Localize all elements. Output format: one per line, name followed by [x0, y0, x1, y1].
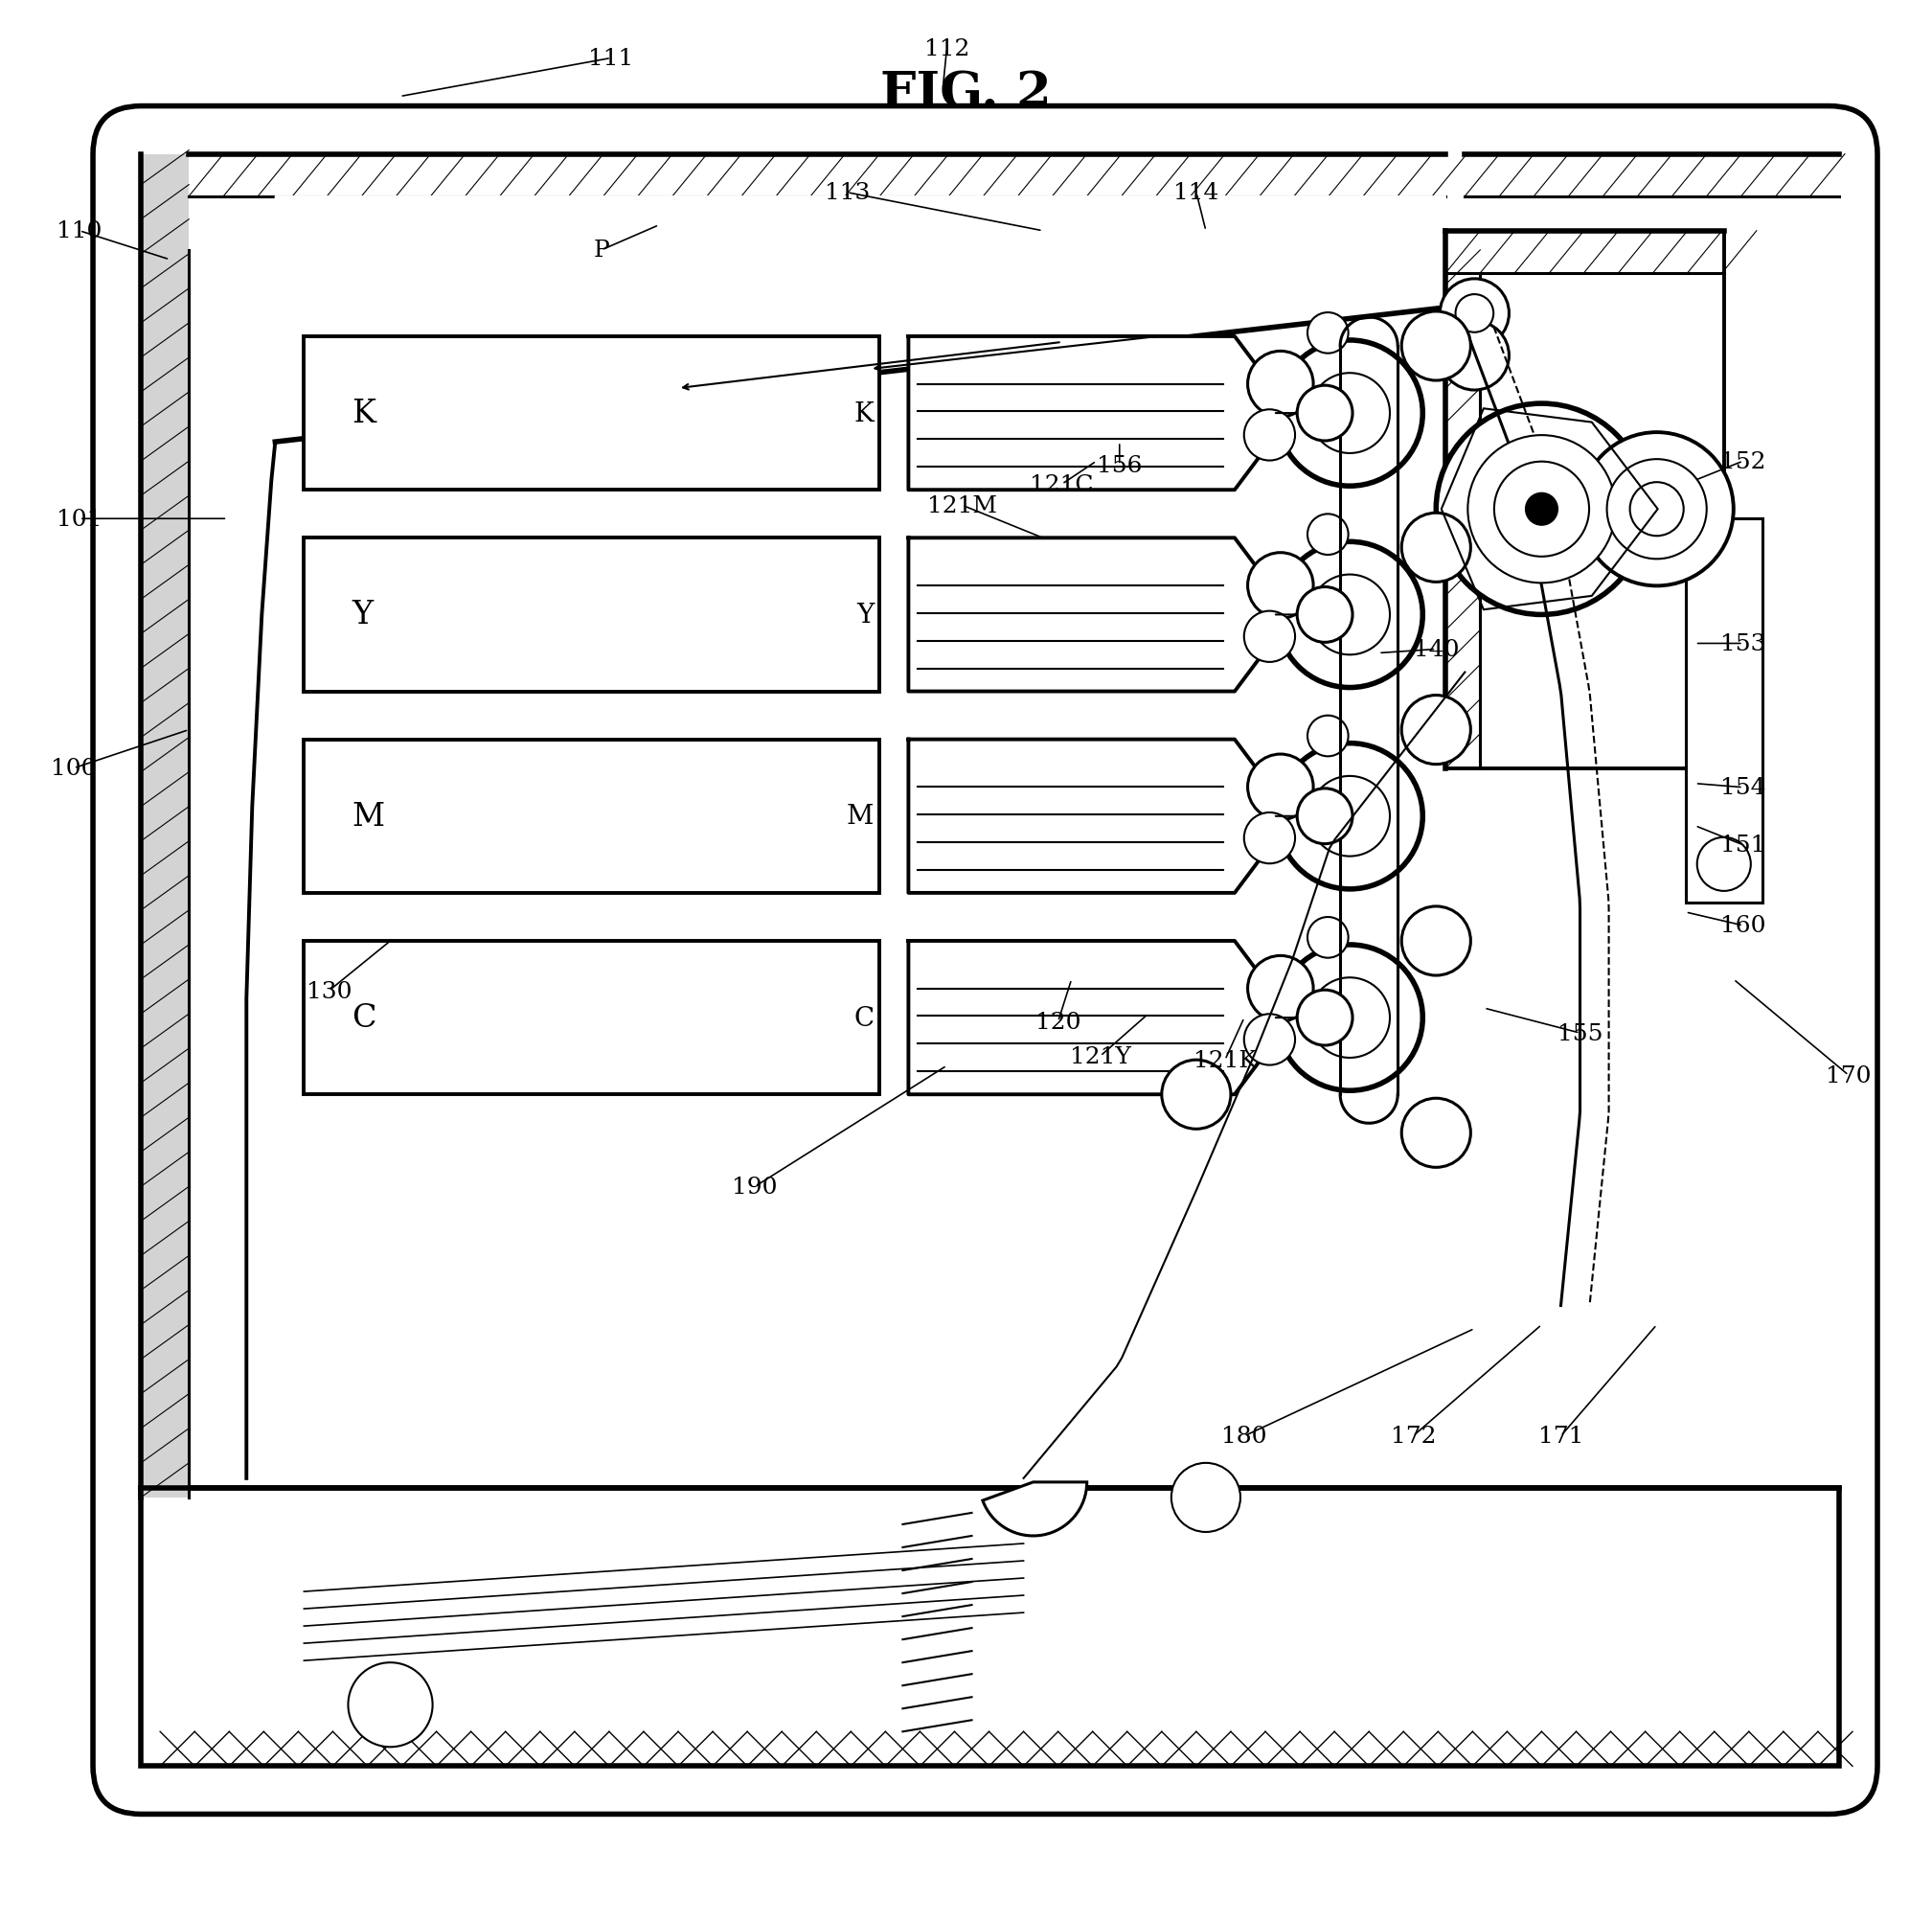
Text: 160: 160	[1719, 914, 1766, 937]
Text: 180: 180	[1221, 1425, 1267, 1447]
Circle shape	[1248, 352, 1314, 417]
Text: K: K	[854, 401, 873, 426]
Circle shape	[1277, 743, 1422, 889]
Circle shape	[1248, 755, 1314, 820]
Circle shape	[1526, 494, 1557, 526]
Polygon shape	[908, 941, 1293, 1095]
Circle shape	[1310, 776, 1389, 857]
Circle shape	[1244, 409, 1294, 461]
Circle shape	[1310, 375, 1389, 453]
Polygon shape	[908, 740, 1293, 893]
Circle shape	[1401, 513, 1470, 582]
Circle shape	[1244, 813, 1294, 864]
Circle shape	[1401, 311, 1470, 380]
Text: 101: 101	[56, 509, 102, 530]
Bar	[141, 156, 189, 1498]
Circle shape	[1308, 313, 1349, 353]
Circle shape	[1468, 436, 1615, 584]
Text: 170: 170	[1826, 1064, 1872, 1087]
Text: 110: 110	[56, 221, 102, 242]
Circle shape	[1696, 838, 1750, 891]
Wedge shape	[983, 1483, 1088, 1537]
Text: 112: 112	[923, 38, 970, 60]
Text: M: M	[352, 801, 384, 832]
Circle shape	[1296, 790, 1352, 845]
Circle shape	[1607, 459, 1706, 559]
Circle shape	[1455, 296, 1493, 332]
Bar	[303, 336, 879, 490]
Circle shape	[1439, 279, 1509, 348]
Circle shape	[1244, 611, 1294, 663]
Text: M: M	[846, 803, 873, 830]
Circle shape	[1171, 1464, 1240, 1533]
Circle shape	[1296, 991, 1352, 1045]
Text: 171: 171	[1538, 1425, 1584, 1447]
Bar	[141, 1489, 1839, 1765]
Text: 156: 156	[1097, 455, 1142, 476]
Text: P: P	[593, 240, 609, 261]
Text: Y: Y	[856, 603, 873, 628]
Circle shape	[1631, 482, 1683, 536]
Circle shape	[1277, 542, 1422, 688]
Text: 130: 130	[305, 980, 352, 1003]
Text: 172: 172	[1391, 1425, 1435, 1447]
Circle shape	[1493, 463, 1590, 557]
Text: 120: 120	[1036, 1010, 1080, 1033]
Text: 121M: 121M	[927, 496, 997, 517]
Bar	[303, 740, 879, 893]
Text: 151: 151	[1719, 834, 1766, 857]
Text: K: K	[352, 398, 377, 428]
Circle shape	[1401, 907, 1470, 976]
Text: 121Y: 121Y	[1070, 1045, 1130, 1068]
Circle shape	[1308, 717, 1349, 757]
Circle shape	[1296, 588, 1352, 644]
Bar	[303, 538, 879, 692]
Polygon shape	[908, 538, 1293, 692]
Circle shape	[1277, 340, 1422, 486]
Text: 113: 113	[825, 182, 869, 204]
Text: 155: 155	[1557, 1022, 1604, 1045]
Circle shape	[1401, 1099, 1470, 1168]
Text: C: C	[352, 1003, 377, 1033]
Circle shape	[1296, 386, 1352, 442]
Text: 152: 152	[1719, 451, 1766, 473]
Text: C: C	[854, 1005, 873, 1032]
Text: 153: 153	[1719, 632, 1766, 655]
Circle shape	[1580, 432, 1733, 586]
Text: 140: 140	[1414, 638, 1459, 661]
Text: 100: 100	[50, 757, 97, 780]
Circle shape	[1248, 957, 1314, 1022]
Polygon shape	[274, 198, 1445, 442]
Circle shape	[1439, 321, 1509, 390]
Circle shape	[1401, 695, 1470, 765]
Circle shape	[1244, 1014, 1294, 1066]
Text: 121K: 121K	[1194, 1049, 1256, 1072]
Bar	[1685, 519, 1762, 903]
Text: 121C: 121C	[1030, 474, 1094, 496]
Text: 154: 154	[1719, 776, 1766, 799]
Circle shape	[1308, 918, 1349, 959]
Circle shape	[1435, 403, 1648, 615]
Text: FIG. 2: FIG. 2	[881, 69, 1051, 117]
Text: 190: 190	[732, 1176, 779, 1199]
Bar	[1445, 232, 1723, 768]
Circle shape	[1248, 553, 1314, 619]
Circle shape	[348, 1662, 433, 1746]
Circle shape	[1277, 945, 1422, 1091]
Circle shape	[1310, 978, 1389, 1058]
Text: Y: Y	[352, 599, 373, 630]
Circle shape	[1161, 1060, 1231, 1130]
Polygon shape	[908, 336, 1293, 490]
Circle shape	[1308, 515, 1349, 555]
Circle shape	[1310, 574, 1389, 655]
Text: 111: 111	[589, 48, 634, 69]
FancyBboxPatch shape	[93, 108, 1878, 1813]
Bar	[303, 941, 879, 1095]
Text: 114: 114	[1173, 182, 1219, 204]
